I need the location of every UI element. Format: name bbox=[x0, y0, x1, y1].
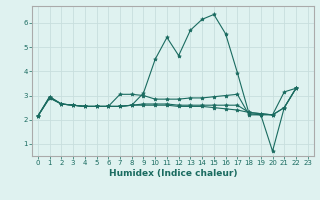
X-axis label: Humidex (Indice chaleur): Humidex (Indice chaleur) bbox=[108, 169, 237, 178]
